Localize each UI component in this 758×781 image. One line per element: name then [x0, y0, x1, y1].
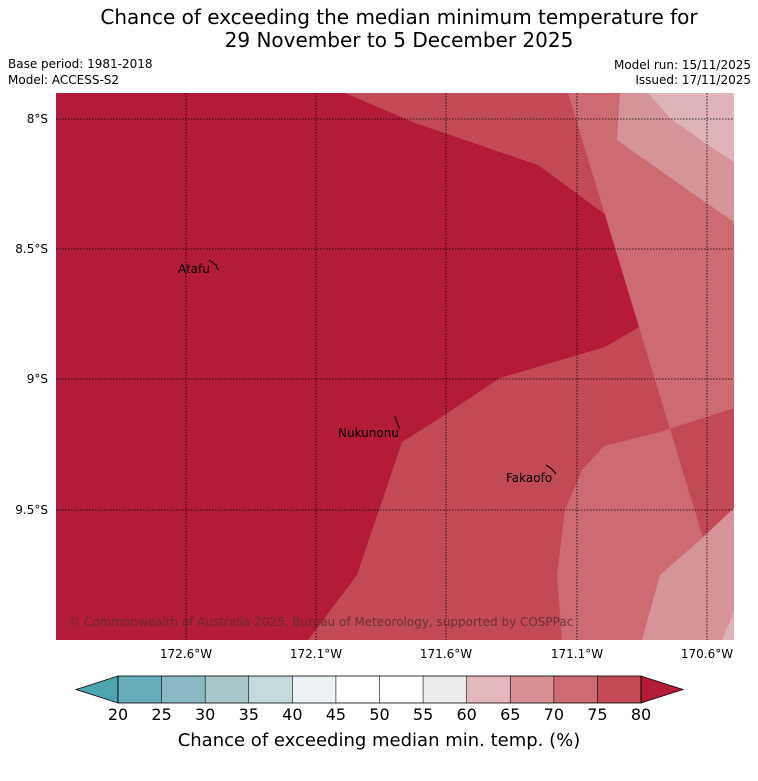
colorbar-segment — [335, 676, 380, 703]
region-60-65 — [648, 93, 734, 162]
model-run-label: Model run: 15/11/2025 — [613, 58, 751, 72]
latitude-labels: 8°S 8.5°S 9°S 9.5°S — [15, 112, 48, 517]
probability-regions — [56, 93, 734, 640]
island-outlines — [208, 259, 557, 475]
colorbar-tick-label: 60 — [456, 705, 477, 724]
place-labels: Atafu Nukunonu Fakaofo — [178, 262, 552, 485]
colorbar-tick-label: 45 — [325, 705, 347, 724]
nukunonu-coastline — [394, 415, 401, 430]
atafu-coastline — [208, 259, 219, 271]
colorbar-tick-label: 80 — [630, 705, 652, 724]
model-label: Model: ACCESS-S2 — [8, 73, 120, 87]
issued-label: Issued: 17/11/2025 — [635, 73, 751, 87]
lat-label: 9°S — [27, 372, 48, 386]
colorbar-segment — [205, 676, 249, 703]
colorbar-tick-label: 70 — [543, 705, 565, 724]
colorbar-segment — [553, 676, 598, 703]
place-label-fakaofo: Fakaofo — [506, 471, 552, 485]
map-title-line2: 29 November to 5 December 2025 — [224, 28, 574, 52]
colorbar-tick-label: 30 — [194, 705, 216, 724]
colorbar — [74, 675, 685, 704]
lon-label: 170.6°W — [681, 647, 733, 661]
lon-label: 172.6°W — [160, 647, 212, 661]
colorbar-tick-label: 50 — [369, 705, 390, 724]
fakaofo-coastline — [545, 464, 557, 475]
colorbar-segment — [597, 676, 641, 703]
lon-label: 171.6°W — [420, 647, 472, 661]
colorbar-tick-label: 35 — [238, 705, 259, 724]
longitude-labels: 172.6°W 172.1°W 171.6°W 171.1°W 170.6°W — [160, 647, 733, 661]
colorbar-tick-label: 20 — [107, 705, 129, 724]
place-label-atafu: Atafu — [178, 262, 210, 276]
colorbar-under-arrow — [74, 675, 119, 704]
lat-label: 8.5°S — [15, 242, 48, 256]
colorbar-tick-label: 25 — [151, 705, 172, 724]
colorbar-tick-label: 75 — [587, 705, 608, 724]
lon-label: 171.1°W — [551, 647, 603, 661]
region-65-70-south — [642, 508, 734, 640]
colorbar-outline — [117, 675, 642, 704]
lat-label: 8°S — [27, 112, 48, 126]
colorbar-segment — [292, 676, 336, 703]
colorbar-segment — [248, 676, 293, 703]
colorbar-label: Chance of exceeding median min. temp. (%… — [177, 730, 581, 751]
region-70-75 — [557, 93, 734, 640]
lat-label: 9.5°S — [15, 503, 48, 517]
colorbar-segment — [118, 676, 162, 703]
colorbar-tick-label: 65 — [500, 705, 521, 724]
base-period-label: Base period: 1981-2018 — [8, 57, 153, 71]
colorbar-segment — [379, 676, 424, 703]
lon-label: 172.1°W — [290, 647, 342, 661]
colorbar-segment — [161, 676, 206, 703]
place-label-nukunonu: Nukunonu — [338, 426, 399, 440]
colorbar-segment — [466, 676, 511, 703]
map-title-line1: Chance of exceeding the median minimum t… — [100, 5, 698, 29]
colorbar-tick-label: 40 — [282, 705, 303, 724]
colorbar-segment — [423, 676, 467, 703]
colorbar-tick-label: 55 — [412, 705, 434, 724]
region-60-65-southeast — [722, 612, 734, 640]
colorbar-segment — [510, 676, 554, 703]
colorbar-over-arrow — [640, 675, 685, 704]
graticule — [56, 93, 734, 640]
copyright-notice: © Commonwealth of Australia 2025, Bureau… — [68, 615, 573, 629]
